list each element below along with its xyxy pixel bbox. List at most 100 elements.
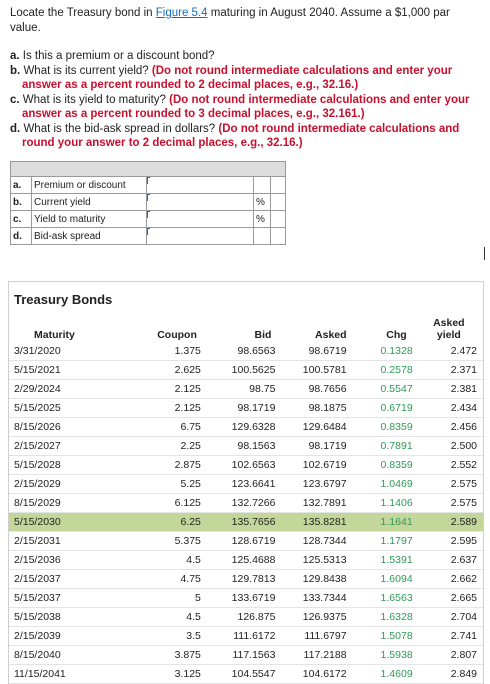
ytm-input[interactable] [147, 211, 253, 227]
cell-bid: 129.7813 [204, 569, 280, 589]
question-a: a. Is this a premium or a discount bond? [10, 50, 215, 62]
table-row: 2/15/2029 5.25 123.6641 123.6797 1.0469 2.575 [9, 474, 483, 494]
cell-yield: 2.589 [416, 512, 483, 532]
header-bid: Bid [254, 329, 272, 341]
cell-chg: 1.4609 [350, 664, 417, 684]
cell-coupon: 6.25 [123, 512, 205, 532]
cell-chg: 0.5547 [350, 379, 417, 399]
cell-maturity: 3/31/2020 [9, 342, 124, 361]
table-row: 3/31/2020 1.375 98.6563 98.6719 0.1328 2.472 [9, 342, 483, 361]
cell-chg: 0.2578 [350, 360, 417, 380]
cell-yield: 2.456 [416, 417, 483, 437]
header-maturity: Maturity [34, 329, 75, 341]
header-asked-yield: Asked yield [433, 317, 465, 341]
answer-row-a: a. Premium or discount [10, 176, 286, 194]
cell-maturity: 2/15/2037 [9, 569, 124, 589]
table-row: 5/15/2021 2.625 100.5625 100.5781 0.2578 2.37… [9, 360, 483, 380]
cell-coupon: 3.125 [123, 664, 205, 684]
cell-coupon: 2.125 [123, 398, 205, 418]
treasury-bonds-title: Treasury Bonds [14, 292, 113, 307]
cell-maturity: 5/15/2028 [9, 455, 124, 475]
cell-asked: 125.5313 [279, 550, 351, 570]
cell-asked: 129.6484 [279, 417, 351, 437]
cell-bid: 98.6563 [204, 342, 280, 361]
cell-yield: 2.575 [416, 474, 483, 494]
cell-yield: 2.595 [416, 531, 483, 551]
header-coupon: Coupon [157, 329, 197, 341]
header-chg: Chg [386, 329, 407, 341]
percent-unit: % [253, 210, 271, 228]
cell-asked: 98.1875 [279, 398, 351, 418]
table-row: 5/15/2028 2.875 102.6563 102.6719 0.8359 2.55… [9, 455, 483, 475]
cell-yield: 2.500 [416, 436, 483, 456]
figure-link[interactable]: Figure 5.4 [155, 7, 208, 19]
cell-asked: 98.7656 [279, 379, 351, 399]
cell-asked: 128.7344 [279, 531, 351, 551]
question-intro: Locate the Treasury bond in Figure 5.4 m… [10, 6, 480, 35]
cell-maturity: 5/15/2030 [9, 512, 124, 532]
cell-coupon: 3.5 [123, 626, 205, 646]
table-row: 5/15/2030 6.25 135.7656 135.8281 1.1641 2.589 [9, 512, 483, 532]
table-row: 2/15/2037 4.75 129.7813 129.8438 1.6094 2.662 [9, 569, 483, 589]
bid-ask-spread-input[interactable] [147, 228, 253, 244]
cell-chg: 1.5391 [350, 550, 417, 570]
cell-asked: 123.6797 [279, 474, 351, 494]
question-d: d. What is the bid-ask spread in dollars… [10, 122, 460, 150]
premium-discount-input[interactable] [147, 177, 253, 193]
current-yield-input[interactable] [147, 194, 253, 210]
cell-chg: 1.0469 [350, 474, 417, 494]
cell-maturity: 2/15/2039 [9, 626, 124, 646]
cell-yield: 2.637 [416, 550, 483, 570]
cell-yield: 2.381 [416, 379, 483, 399]
answer-row-b: b. Current yield % [10, 193, 286, 211]
cell-asked: 98.6719 [279, 342, 351, 361]
cell-coupon: 2.125 [123, 379, 205, 399]
cell-maturity: 2/15/2027 [9, 436, 124, 456]
table-row: 5/15/2038 4.5 126.875 126.9375 1.6328 2.704 [9, 607, 483, 627]
cell-coupon: 5.25 [123, 474, 205, 494]
cell-asked: 100.5781 [279, 360, 351, 380]
cell-maturity: 5/15/2021 [9, 360, 124, 380]
cell-maturity: 2/15/2031 [9, 531, 124, 551]
cell-yield: 2.552 [416, 455, 483, 475]
cell-asked: 117.2188 [279, 645, 351, 665]
instruction-note: (Do not round intermediate calculations … [22, 64, 453, 92]
cell-bid: 98.75 [204, 379, 280, 399]
cell-yield: 2.434 [416, 398, 483, 418]
table-row: 8/15/2040 3.875 117.1563 117.2188 1.5938 2.80… [9, 645, 483, 665]
table-body: 3/31/2020 1.375 98.6563 98.6719 0.1328 2.472 5… [9, 342, 483, 684]
cell-coupon: 2.875 [123, 455, 205, 475]
table-row: 2/15/2031 5.375 128.6719 128.7344 1.1797 2.59… [9, 531, 483, 551]
treasury-bonds-panel: Treasury Bonds Maturity Coupon Bid Asked… [8, 281, 484, 684]
cell-maturity: 2/15/2029 [9, 474, 124, 494]
percent-unit: % [253, 193, 271, 211]
cell-maturity: 5/15/2025 [9, 398, 124, 418]
cell-coupon: 2.625 [123, 360, 205, 380]
cell-bid: 104.5547 [204, 664, 280, 684]
cell-yield: 2.575 [416, 493, 483, 513]
cell-chg: 0.7891 [350, 436, 417, 456]
intro-text-end: maturing in August 2040. Assume a $1,000… [10, 7, 450, 34]
cell-bid: 135.7656 [204, 512, 280, 532]
answer-table-header [10, 161, 286, 177]
cell-bid: 111.6172 [204, 626, 280, 646]
cell-asked: 102.6719 [279, 455, 351, 475]
cell-bid: 125.4688 [204, 550, 280, 570]
cell-asked: 126.9375 [279, 607, 351, 627]
cell-chg: 1.6328 [350, 607, 417, 627]
cell-bid: 126.875 [204, 607, 280, 627]
table-row: 8/15/2029 6.125 132.7266 132.7891 1.1406 2.57… [9, 493, 483, 513]
cell-yield: 2.662 [416, 569, 483, 589]
cell-coupon: 2.25 [123, 436, 205, 456]
table-row: 2/29/2024 2.125 98.75 98.7656 0.5547 2.381 [9, 379, 483, 399]
cell-asked: 132.7891 [279, 493, 351, 513]
cell-coupon: 4.5 [123, 550, 205, 570]
instruction-note: (Do not round intermediate calculations … [22, 122, 460, 150]
cell-bid: 128.6719 [204, 531, 280, 551]
cell-chg: 1.5078 [350, 626, 417, 646]
cell-chg: 1.1641 [350, 512, 417, 532]
cell-bid: 100.5625 [204, 360, 280, 380]
cell-maturity: 2/15/2036 [9, 550, 124, 570]
cell-bid: 98.1719 [204, 398, 280, 418]
cell-asked: 104.6172 [279, 664, 351, 684]
